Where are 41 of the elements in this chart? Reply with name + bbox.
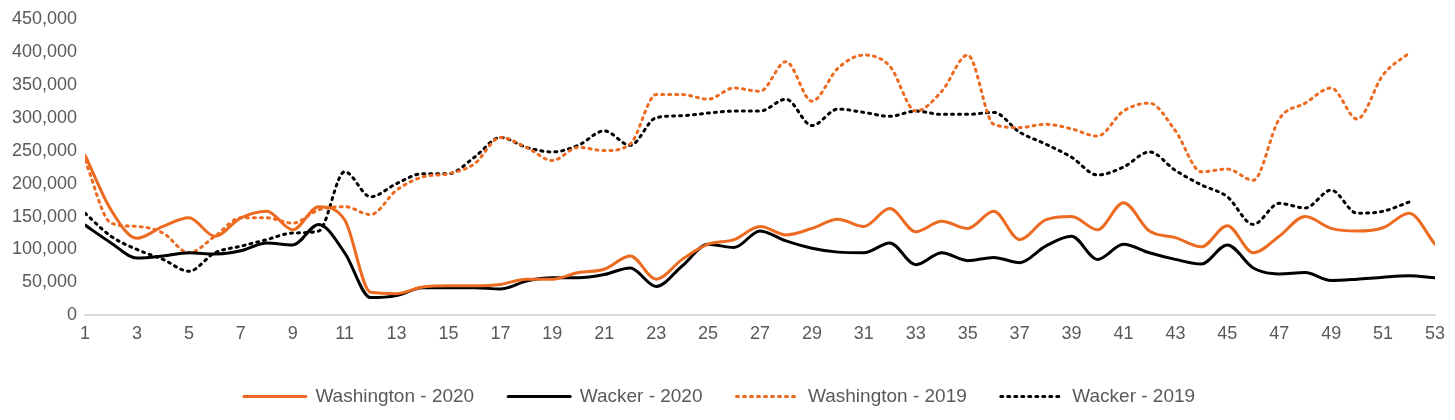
y-tick-label: 400,000: [11, 40, 78, 61]
x-tick-label: 45: [1217, 323, 1238, 344]
x-tick-label: 5: [183, 323, 194, 344]
y-tick-label: 250,000: [11, 139, 78, 160]
x-tick-label: 53: [1424, 323, 1446, 344]
y-tick-label: 350,000: [11, 73, 78, 94]
y-tick-label: 50,000: [22, 271, 78, 292]
x-tick-label: 25: [698, 323, 719, 344]
x-tick-label: 29: [801, 323, 822, 344]
x-tick-label: 49: [1321, 323, 1342, 344]
x-tick-label: 39: [1061, 323, 1082, 344]
x-tick-label: 3: [131, 323, 142, 344]
x-tick-label: 19: [542, 323, 563, 344]
y-tick-label: 150,000: [11, 205, 78, 226]
x-tick-label: 11: [335, 323, 355, 344]
x-tick-label: 9: [287, 323, 298, 344]
x-tick-label: 17: [490, 323, 511, 344]
x-tick-label: 35: [957, 323, 978, 344]
legend-label: Wacker - 2020: [579, 384, 703, 406]
y-tick-label: 300,000: [11, 106, 78, 127]
x-tick-label: 51: [1373, 323, 1394, 344]
y-tick-label: 450,000: [11, 7, 78, 28]
x-tick-label: 27: [750, 323, 771, 344]
legend-label: Washington - 2020: [315, 384, 475, 406]
legend-label: Wacker - 2019: [1072, 384, 1196, 406]
x-tick-label: 31: [853, 323, 874, 344]
x-tick-label: 37: [1009, 323, 1030, 344]
x-tick-label: 13: [386, 323, 407, 344]
x-tick-label: 43: [1165, 323, 1186, 344]
legend-label: Washington - 2019: [808, 384, 967, 406]
x-tick-label: 7: [235, 323, 246, 344]
x-tick-label: 47: [1269, 323, 1290, 344]
x-tick-label: 33: [905, 323, 926, 344]
y-tick-label: 100,000: [11, 238, 78, 259]
y-tick-label: 0: [67, 304, 78, 325]
x-tick-label: 15: [438, 323, 459, 344]
x-tick-label: 1: [80, 323, 91, 344]
x-tick-label: 41: [1113, 323, 1134, 344]
x-tick-label: 23: [646, 323, 667, 344]
y-tick-label: 200,000: [11, 172, 78, 193]
x-tick-label: 21: [594, 323, 615, 344]
